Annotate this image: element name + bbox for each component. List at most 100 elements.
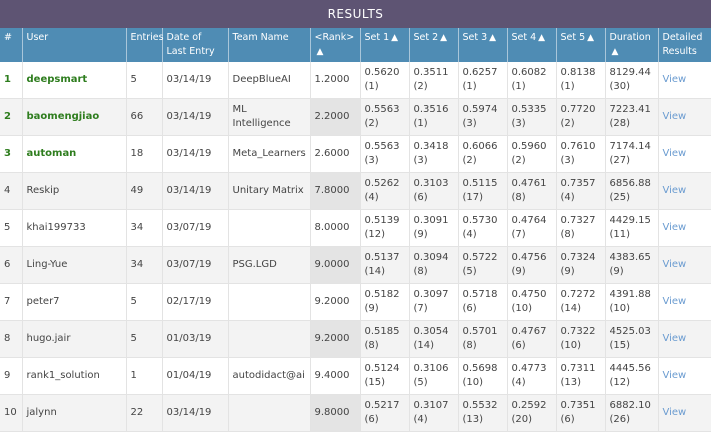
view-link[interactable]: View [662,111,687,122]
entries-count: 34 [130,222,144,233]
last-entry-date-cell: 01/04/19 [162,357,229,395]
avg-rank-cell: 9.8000 [310,394,361,432]
table-row: 2 baomengjiao 66 03/14/19 ML Intelligence 2.2… [0,98,711,136]
entries-count: 18 [130,148,144,159]
user-name: Reskip [26,185,60,196]
team-name-cell [228,394,311,432]
set3-score-rank: (1) [462,81,477,92]
set5-score: 0.7720 [560,104,596,115]
set4-score-cell: 0.4773 (4) [507,357,557,395]
set4-score: 0.2592 [511,400,547,411]
entries-count-cell: 1 [126,357,163,395]
table-row: 4 Reskip 49 03/14/19 Unitary Matrix 7.8000 0.5… [0,172,711,210]
col-header-date[interactable]: Date of Last Entry [162,28,229,62]
user-name-cell: rank1_solution [22,357,127,395]
team-name: autodidact@ai [232,370,305,381]
view-link[interactable]: View [662,370,687,381]
avg-rank-cell: 7.8000 [310,172,361,210]
set2-score-cell: 0.3054 (14) [409,320,459,358]
col-header-user[interactable]: User [22,28,127,62]
set2-score: 0.3054 [413,326,449,337]
set4-score: 0.4750 [511,289,547,300]
col-header-duration[interactable]: Duration▲ [605,28,659,62]
duration-value: 4429.15 [609,215,651,226]
entries-count-cell: 49 [126,172,163,210]
set4-score: 0.4767 [511,326,547,337]
user-name-cell: baomengjiao [22,98,127,136]
set2-score-cell: 0.3094 (8) [409,246,459,284]
avg-rank-cell: 9.2000 [310,320,361,358]
set3-score-cell: 0.5701 (8) [458,320,508,358]
col-header-set2[interactable]: Set 2 ▲ [409,28,459,62]
last-entry-date-cell: 03/14/19 [162,98,229,136]
duration-value: 7174.14 [609,141,651,152]
set3-score-cell: 0.6066 (2) [458,135,508,173]
results-table: # User Entries Date of Last Entry Team N… [0,28,711,432]
team-name-cell: PSG.LGD [228,246,311,284]
col-header-rank[interactable]: <Rank> ▲ [310,28,361,62]
entries-count-cell: 22 [126,394,163,432]
duration-value: 4383.65 [609,252,651,263]
set1-score: 0.5563 [364,104,400,115]
row-number-cell: 9 [0,357,23,395]
view-link[interactable]: View [662,74,687,85]
user-name-cell: Reskip [22,172,127,210]
col-header-set5[interactable]: Set 5 ▲ [556,28,606,62]
duration-value: 6882.10 [609,400,651,411]
user-name: khai199733 [26,222,86,233]
user-name-cell: hugo.jair [22,320,127,358]
table-row: 5 khai199733 34 03/07/19 8.0000 0.5139 (12) 0.3… [0,209,711,247]
view-link[interactable]: View [662,185,687,196]
set3-score: 0.6066 [462,141,498,152]
set3-score-cell: 0.5532 (13) [458,394,508,432]
set2-score-rank: (8) [413,266,428,277]
set4-score-rank: (20) [511,414,533,425]
set1-score-cell: 0.5620 (1) [360,62,410,99]
row-number: 6 [4,259,11,270]
last-entry-date: 03/14/19 [166,111,212,122]
last-entry-date: 03/14/19 [166,407,212,418]
set1-score-rank: (2) [364,118,379,129]
view-link-cell: View [658,357,711,395]
view-link[interactable]: View [662,296,687,307]
entries-count: 49 [130,185,144,196]
team-name-cell [228,320,311,358]
set1-score: 0.5137 [364,252,400,263]
set3-score-cell: 0.5730 (4) [458,209,508,247]
set4-score: 0.4756 [511,252,547,263]
set3-score-rank: (5) [462,266,477,277]
set5-score-cell: 0.7311 (13) [556,357,606,395]
duration-value-rank: (25) [609,192,631,203]
entries-count: 5 [130,333,137,344]
entries-count-cell: 5 [126,320,163,358]
triangle-up-icon: ▲ [611,47,619,57]
set3-score-rank: (8) [462,340,477,351]
set2-score-cell: 0.3103 (6) [409,172,459,210]
set2-score: 0.3418 [413,141,449,152]
set2-score-cell: 0.3107 (4) [409,394,459,432]
view-link-cell: View [658,135,711,173]
user-name-cell: peter7 [22,283,127,321]
col-header-set1[interactable]: Set 1 ▲ [360,28,410,62]
view-link[interactable]: View [662,259,687,270]
view-link[interactable]: View [662,333,687,344]
set2-score-rank: (4) [413,414,428,425]
col-header-set4[interactable]: Set 4 ▲ [507,28,557,62]
set2-score-cell: 0.3418 (3) [409,135,459,173]
duration-value-rank: (10) [609,303,631,314]
set1-score: 0.5182 [364,289,400,300]
set1-score-rank: (8) [364,340,379,351]
user-name-cell: deepsmart [22,62,127,99]
col-header-set3[interactable]: Set 3 ▲ [458,28,508,62]
row-number-cell: 1 [0,62,23,99]
view-link[interactable]: View [662,222,687,233]
duration-value-rank: (9) [609,266,624,277]
view-link[interactable]: View [662,148,687,159]
set5-score: 0.7311 [560,363,596,374]
set2-score-rank: (7) [413,303,428,314]
col-header-entries[interactable]: Entries [126,28,164,62]
view-link[interactable]: View [662,407,687,418]
user-name-cell: khai199733 [22,209,127,247]
set3-score: 0.5698 [462,363,498,374]
col-header-team[interactable]: Team Name [228,28,311,62]
